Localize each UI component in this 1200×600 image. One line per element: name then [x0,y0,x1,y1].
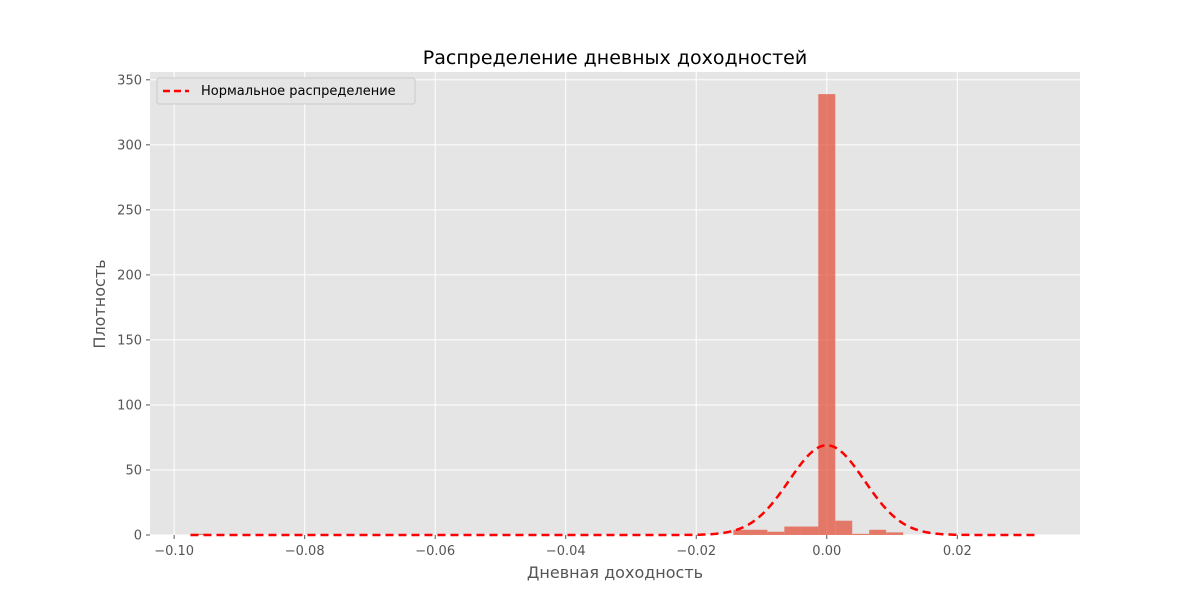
x-tick-label: −0.04 [546,544,586,559]
x-tick-label: −0.02 [676,544,716,559]
x-tick-label: 0.02 [943,544,972,559]
legend: Нормальное распределение [156,77,416,105]
x-axis-ticks: −0.10 −0.08 −0.06 −0.04 −0.02 0.00 0.02 [154,535,972,559]
histogram-bar [818,94,836,535]
y-tick-label: 350 [117,73,142,88]
histogram-bar [733,529,751,535]
legend-label-normal-distribution: Нормальное распределение [201,84,396,99]
x-tick-label: −0.10 [154,544,194,559]
chart-title: Распределение дневных доходностей [423,47,807,69]
legend-box [156,77,416,105]
y-tick-label: 50 [125,463,142,478]
histogram-bar [190,533,208,535]
histogram-bar [852,533,870,535]
plot-area [150,72,1080,535]
y-tick-label: 150 [117,333,142,348]
x-tick-label: −0.06 [415,544,455,559]
histogram-bar [750,529,768,535]
x-tick-label: 0.00 [812,544,841,559]
y-axis-ticks: 0 50 100 150 200 250 300 350 [117,73,150,544]
histogram-bar [801,526,819,535]
y-tick-label: 0 [134,529,142,544]
y-tick-label: 250 [117,203,142,218]
histogram-bar [784,526,802,535]
histogram-bar [869,529,887,535]
x-axis-title: Дневная доходность [527,563,703,582]
x-tick-label: −0.08 [285,544,325,559]
y-tick-label: 200 [117,268,142,283]
histogram-bar [835,520,853,535]
histogram-bar [886,532,904,535]
histogram-bars [190,94,904,535]
y-tick-label: 300 [117,138,142,153]
y-tick-label: 100 [117,398,142,413]
y-axis-title: Плотность [90,259,109,348]
histogram-bar [767,531,785,535]
